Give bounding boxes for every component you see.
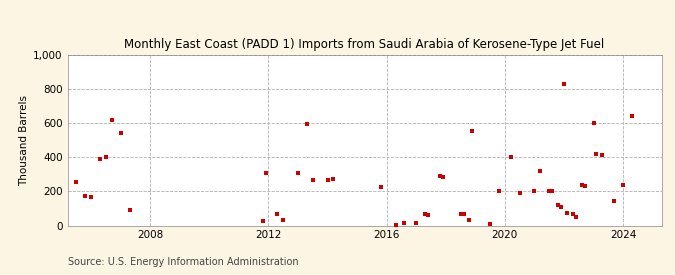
Point bbox=[423, 213, 433, 218]
Point bbox=[506, 155, 516, 160]
Point bbox=[455, 211, 466, 216]
Point bbox=[568, 212, 578, 217]
Point bbox=[257, 219, 268, 223]
Point bbox=[618, 183, 628, 188]
Point bbox=[626, 113, 637, 118]
Point bbox=[411, 221, 422, 225]
Point bbox=[562, 211, 572, 215]
Point bbox=[375, 185, 386, 189]
Point bbox=[322, 178, 333, 183]
Point bbox=[95, 157, 105, 161]
Point bbox=[115, 130, 126, 135]
Point bbox=[292, 170, 303, 175]
Point bbox=[86, 194, 97, 199]
Point bbox=[597, 153, 608, 157]
Point bbox=[80, 194, 90, 198]
Point bbox=[559, 82, 570, 86]
Point bbox=[579, 184, 590, 188]
Point bbox=[420, 211, 431, 216]
Text: Source: U.S. Energy Information Administration: Source: U.S. Energy Information Administ… bbox=[68, 257, 298, 267]
Point bbox=[101, 155, 111, 160]
Point bbox=[493, 189, 504, 194]
Point bbox=[514, 191, 525, 195]
Title: Monthly East Coast (PADD 1) Imports from Saudi Arabia of Kerosene-Type Jet Fuel: Monthly East Coast (PADD 1) Imports from… bbox=[124, 38, 605, 51]
Point bbox=[576, 183, 587, 188]
Point bbox=[588, 121, 599, 125]
Point bbox=[307, 178, 318, 183]
Point bbox=[435, 174, 446, 178]
Point bbox=[547, 189, 558, 194]
Point bbox=[328, 177, 339, 182]
Point bbox=[485, 222, 495, 226]
Point bbox=[570, 215, 581, 219]
Point bbox=[399, 221, 410, 225]
Point bbox=[467, 129, 478, 133]
Point bbox=[556, 205, 566, 209]
Point bbox=[272, 212, 283, 217]
Point bbox=[124, 208, 135, 213]
Point bbox=[278, 217, 289, 222]
Point bbox=[458, 212, 469, 217]
Point bbox=[544, 188, 555, 193]
Point bbox=[464, 218, 475, 222]
Point bbox=[260, 170, 271, 175]
Point bbox=[553, 203, 564, 207]
Point bbox=[529, 189, 540, 194]
Point bbox=[591, 152, 602, 156]
Point bbox=[609, 199, 620, 203]
Y-axis label: Thousand Barrels: Thousand Barrels bbox=[19, 95, 29, 186]
Point bbox=[535, 169, 545, 173]
Point bbox=[71, 179, 82, 184]
Point bbox=[302, 122, 313, 126]
Point bbox=[107, 118, 117, 122]
Point bbox=[390, 222, 401, 227]
Point bbox=[437, 175, 448, 179]
